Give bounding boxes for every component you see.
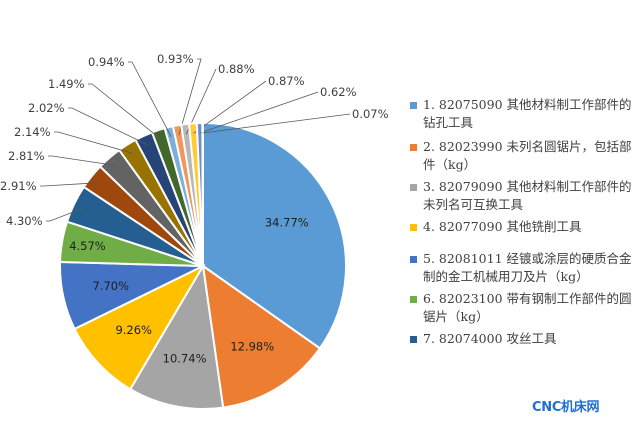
slice-label-11: 2.02% <box>28 101 65 115</box>
leader-line-11 <box>68 107 148 146</box>
slice-label-7: 4.30% <box>6 214 43 228</box>
legend-item-7: 7. 82074000 攻丝工具 <box>410 330 632 348</box>
legend-label: 7. 82074000 攻丝工具 <box>423 331 557 346</box>
legend-label: 6. 82023100 带有钢制工作部件的圆锯片（kg） <box>423 291 632 324</box>
legend-item-5: 5. 82081011 经镀或涂层的硬质合金制的金工机械用刀及片（kg） <box>410 250 632 286</box>
legend-item-6: 6. 82023100 带有钢制工作部件的圆锯片（kg） <box>410 290 632 326</box>
watermark-logo: CNC机床网 <box>532 400 600 415</box>
leader-line-10 <box>54 131 133 154</box>
leader-line-7 <box>46 207 84 222</box>
legend-swatch <box>410 224 417 231</box>
pie-slice-3 <box>128 263 225 410</box>
legend-swatch <box>410 102 417 109</box>
leader-line-16 <box>193 80 267 134</box>
slice-label-4: 9.26% <box>115 323 152 337</box>
legend-item-1: 1. 82075090 其他材料制工作部件的钻孔工具 <box>410 96 632 132</box>
legend-swatch <box>410 256 417 263</box>
pie-slice-4 <box>73 263 206 391</box>
slice-label-10: 2.14% <box>14 125 51 139</box>
slice-label-3: 10.74% <box>163 352 207 366</box>
leader-line-12 <box>88 83 162 140</box>
pie-chart: 34.77% 12.98% 10.74% 9.26% 7.70% 4.57% 4.30% 2.… <box>0 52 389 410</box>
slice-label-15: 0.88% <box>218 62 255 76</box>
leader-line-18 <box>202 113 351 134</box>
pie-slice-18 <box>201 121 204 267</box>
legend-swatch <box>410 296 417 303</box>
leader-line-9 <box>48 155 116 166</box>
legend-label: 4. 82077090 其他铣削工具 <box>423 219 582 234</box>
pie-slice-2 <box>201 263 322 409</box>
slice-label-5: 7.70% <box>92 279 129 293</box>
legend-label: 5. 82081011 经镀或涂层的硬质合金制的金工机械用刀及片（kg） <box>423 251 632 284</box>
slice-label-17: 0.62% <box>320 85 357 99</box>
slice-label-18: 0.07% <box>352 107 389 121</box>
legend-item-4: 4. 82077090 其他铣削工具 <box>410 218 632 236</box>
legend-swatch <box>410 144 417 151</box>
leader-line-13 <box>128 61 172 138</box>
legend-item-2: 2. 82023990 未列名圆锯片，包括部件（kg） <box>410 138 632 174</box>
slice-label-14: 0.93% <box>157 52 194 66</box>
legend-label: 2. 82023990 未列名圆锯片，包括部件（kg） <box>423 139 632 172</box>
slice-label-2: 12.98% <box>230 340 274 354</box>
legend-label: 1. 82075090 其他材料制工作部件的钻孔工具 <box>423 97 632 130</box>
slice-label-1: 34.77% <box>265 216 309 230</box>
slice-label-16: 0.87% <box>268 74 305 88</box>
legend-item-3: 3. 82079090 其他材料制工作部件的未列名可互换工具 <box>410 178 632 214</box>
leader-line-8 <box>40 182 100 187</box>
slice-label-8: 2.91% <box>0 179 37 193</box>
slice-label-9: 2.81% <box>8 149 45 163</box>
legend-label: 3. 82079090 其他材料制工作部件的未列名可互换工具 <box>423 179 632 212</box>
slice-label-13: 0.94% <box>88 55 125 69</box>
chart-legend: 1. 82075090 其他材料制工作部件的钻孔工具 2. 82023990 未列… <box>410 96 632 348</box>
leader-line-17 <box>199 91 319 134</box>
legend-swatch <box>410 336 417 343</box>
slice-label-6: 4.57% <box>69 239 106 253</box>
slice-label-12: 1.49% <box>48 77 85 91</box>
legend-swatch <box>410 184 417 191</box>
leader-line-14 <box>178 58 202 136</box>
